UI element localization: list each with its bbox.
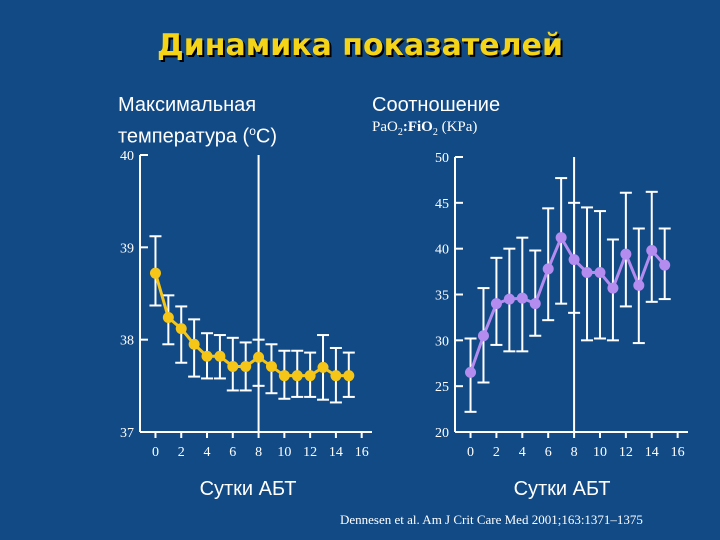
temp-data-point xyxy=(304,370,316,382)
ratio-data-point xyxy=(465,366,477,378)
ratio-ytick-label: 25 xyxy=(435,380,449,395)
temp-data-point xyxy=(343,370,355,382)
ratio-xtick-label: 14 xyxy=(645,445,659,460)
right-chart-title: Соотношение PaO2:FiO2 (KPa) xyxy=(372,92,500,142)
temp-data-point xyxy=(330,370,342,382)
temp-xtick-label: 4 xyxy=(204,445,211,460)
temp-ytick-label: 38 xyxy=(120,334,134,349)
ratio-data-point xyxy=(555,232,567,244)
ratio-ytick-label: 45 xyxy=(435,197,449,212)
ratio-xtick-label: 10 xyxy=(593,445,607,460)
temp-data-point xyxy=(175,323,187,335)
ratio-ytick-label: 35 xyxy=(435,289,449,304)
left-chart-xlabel: Сутки АБТ xyxy=(199,478,297,500)
temp-data-point xyxy=(162,312,174,324)
ratio-data-point xyxy=(659,259,671,271)
left-chart-title-line2: температура (oC) xyxy=(118,124,277,148)
ratio-data-point xyxy=(542,263,554,275)
temp-xtick-label: 12 xyxy=(303,445,317,460)
ratio-ytick-label: 20 xyxy=(435,426,449,441)
temp-data-point xyxy=(278,370,290,382)
ratio-data-point xyxy=(646,245,658,256)
temp-data-point xyxy=(253,351,265,363)
ratio-data-point xyxy=(581,267,593,278)
temp-xtick-label: 2 xyxy=(178,445,185,460)
ratio-data-point xyxy=(490,298,502,310)
ratio-xtick-label: 12 xyxy=(619,445,633,460)
ratio-data-point xyxy=(516,292,528,304)
left-chart-title: Максимальная температура (oC) xyxy=(118,92,277,150)
ratio-ytick-label: 50 xyxy=(435,151,449,166)
temp-series-line xyxy=(154,272,349,378)
right-chart-title-line1: Соотношение xyxy=(372,94,501,116)
temp-ytick-label: 37 xyxy=(120,426,134,441)
ratio-data-point xyxy=(477,330,489,342)
temp-xtick-label: 6 xyxy=(229,445,236,460)
ratio-data-point xyxy=(568,254,580,266)
temp-data-point xyxy=(317,361,329,373)
ratio-data-point xyxy=(594,267,606,278)
ratio-data-point xyxy=(620,248,632,260)
right-chart-xlabel: Сутки АБТ xyxy=(513,478,611,500)
temp-xtick-label: 8 xyxy=(255,445,262,460)
ratio-xtick-label: 4 xyxy=(519,445,526,460)
ratio-xtick-label: 16 xyxy=(671,445,685,460)
ratio-data-point xyxy=(503,293,515,305)
temp-data-point xyxy=(188,338,200,350)
ratio-series-line xyxy=(469,234,666,373)
temp-xtick-label: 10 xyxy=(277,445,291,460)
temp-ytick-label: 40 xyxy=(120,149,134,164)
ratio-data-point xyxy=(607,282,619,294)
ratio-xtick-label: 2 xyxy=(493,445,500,460)
temp-ytick-label: 39 xyxy=(120,241,134,256)
citation: Dennesen et al. Am J Crit Care Med 2001;… xyxy=(340,512,643,527)
ratio-xtick-label: 8 xyxy=(571,445,578,460)
temp-xtick-label: 16 xyxy=(355,445,369,460)
temp-xtick-label: 14 xyxy=(329,445,343,460)
temp-data-point xyxy=(201,350,213,362)
temp-data-point xyxy=(291,370,303,382)
temp-data-point xyxy=(214,350,226,362)
temp-data-point xyxy=(265,360,277,372)
temp-data-point xyxy=(240,360,252,372)
left-chart-title-line1: Максимальная xyxy=(118,94,257,116)
temp-data-point xyxy=(227,360,239,372)
ratio-xtick-label: 0 xyxy=(467,445,474,460)
ratio-data-point xyxy=(633,279,645,291)
temp-data-point xyxy=(149,267,161,279)
ratio-xtick-label: 6 xyxy=(545,445,552,460)
slide-title: Динамика показателей xyxy=(157,28,563,63)
ratio-ytick-label: 30 xyxy=(435,334,449,349)
ratio-data-point xyxy=(529,298,541,310)
temp-xtick-label: 0 xyxy=(152,445,159,460)
ratio-ytick-label: 40 xyxy=(435,243,449,258)
right-chart-subtitle: PaO2:FiO2 (KPa) xyxy=(372,119,478,138)
